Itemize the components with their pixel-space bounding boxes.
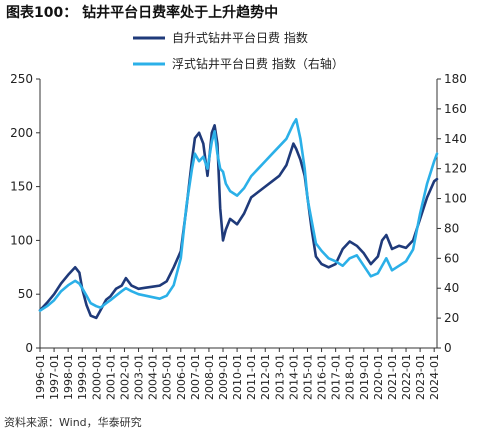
- x-tick-label: 2019-01: [358, 354, 371, 400]
- right-y-tick-label: 20: [444, 311, 459, 325]
- x-tick-label: 1997-01: [48, 354, 61, 400]
- left-y-tick-label: 50: [18, 287, 33, 301]
- x-tick-label: 2005-01: [161, 354, 174, 400]
- x-tick-label: 2016-01: [316, 354, 329, 400]
- axes: [39, 79, 438, 349]
- x-tick-label: 2021-01: [386, 354, 399, 400]
- legend: 自升式钻井平台日费 指数 浮式钻井平台日费 指数（右轴）: [133, 30, 344, 71]
- x-tick-label: 1996-01: [34, 354, 47, 400]
- x-tick-label: 1999-01: [76, 354, 89, 400]
- chart-title: 图表100： 钻井平台日费率处于上升趋势中: [6, 5, 279, 21]
- right-y-tick-label: 0: [444, 341, 452, 355]
- x-tick-label: 2006-01: [175, 354, 188, 400]
- legend-label-series-0: 自升式钻井平台日费 指数: [172, 30, 308, 45]
- x-tick-label: 2002-01: [118, 354, 131, 400]
- series-line-0: [38, 124, 439, 320]
- right-y-tick-label: 60: [444, 251, 459, 265]
- x-tick-label: 2020-01: [372, 354, 385, 400]
- series-layer: [38, 118, 439, 320]
- x-tick-label: 2013-01: [273, 354, 286, 400]
- left-y-tick-label: 200: [10, 126, 33, 140]
- x-tick-label: 2022-01: [400, 354, 413, 400]
- x-tick-label: 2018-01: [344, 354, 357, 400]
- source-note: 资料来源：Wind，华泰研究: [4, 416, 142, 429]
- right-y-tick-label: 80: [444, 221, 459, 235]
- x-tick-label: 2014-01: [287, 354, 300, 400]
- x-tick-label: 2009-01: [217, 354, 230, 400]
- legend-label-series-1: 浮式钻井平台日费 指数（右轴）: [172, 56, 344, 71]
- x-tick-label: 2023-01: [414, 354, 427, 400]
- x-tick-label: 2024-01: [428, 354, 441, 400]
- left-y-tick-label: 250: [10, 72, 33, 86]
- right-y-tick-label: 120: [444, 162, 467, 176]
- dual-axis-line-chart: 自升式钻井平台日费 指数 浮式钻井平台日费 指数（右轴） 0 50 100 150 20…: [10, 30, 467, 400]
- left-y-tick-label: 150: [10, 180, 33, 194]
- left-y-tick-label: 0: [25, 341, 33, 355]
- x-tick-label: 2001-01: [104, 354, 117, 400]
- x-tick-label: 2007-01: [189, 354, 202, 400]
- x-tick-label: 2000-01: [90, 354, 103, 400]
- right-y-tick-label: 100: [444, 192, 467, 206]
- x-tick-label: 2012-01: [259, 354, 272, 400]
- left-y-tick-label: 100: [10, 233, 33, 247]
- x-tick-label: 2015-01: [301, 354, 314, 400]
- right-y-tick-label: 140: [444, 132, 467, 146]
- x-axis-ticks: 1996-01 1997-01 1998-01 1999-01 2000-01 2001-…: [34, 348, 441, 400]
- x-tick-label: 1998-01: [62, 354, 75, 400]
- x-tick-label: 2003-01: [133, 354, 146, 400]
- x-tick-label: 2008-01: [203, 354, 216, 400]
- x-tick-label: 2010-01: [231, 354, 244, 400]
- x-tick-label: 2011-01: [245, 354, 258, 400]
- x-tick-label: 2017-01: [330, 354, 343, 400]
- x-tick-label: 2004-01: [147, 354, 160, 400]
- left-y-axis-ticks: 0 50 100 150 200 250: [10, 72, 40, 355]
- right-y-tick-label: 160: [444, 102, 467, 116]
- right-y-axis-ticks: 0 20 40 60 80 100 120 140 160 180: [437, 72, 467, 355]
- right-y-tick-label: 40: [444, 281, 459, 295]
- right-y-tick-label: 180: [444, 72, 467, 86]
- series-line-1: [38, 118, 439, 312]
